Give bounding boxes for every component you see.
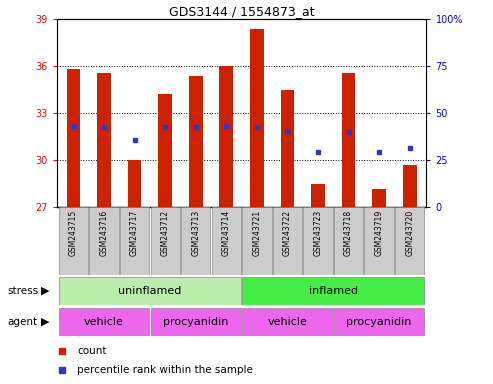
Bar xyxy=(334,207,363,275)
Bar xyxy=(97,73,111,207)
Bar xyxy=(89,207,119,275)
Bar xyxy=(250,29,264,207)
Bar xyxy=(242,308,333,336)
Text: ▶: ▶ xyxy=(41,286,50,296)
Bar xyxy=(59,207,88,275)
Bar xyxy=(189,76,203,207)
Bar xyxy=(67,70,80,207)
Text: inflamed: inflamed xyxy=(309,286,358,296)
Text: vehicle: vehicle xyxy=(84,316,124,327)
Bar xyxy=(158,94,172,207)
Bar xyxy=(150,308,241,336)
Text: GSM243715: GSM243715 xyxy=(69,209,78,256)
Text: GSM243723: GSM243723 xyxy=(314,209,322,256)
Bar xyxy=(219,66,233,207)
Text: GSM243721: GSM243721 xyxy=(252,209,261,255)
Text: GSM243722: GSM243722 xyxy=(283,209,292,255)
Text: uninflamed: uninflamed xyxy=(118,286,181,296)
Bar xyxy=(403,165,417,207)
Text: GSM243714: GSM243714 xyxy=(222,209,231,256)
Bar xyxy=(303,207,333,275)
Text: GSM243712: GSM243712 xyxy=(161,209,170,255)
Bar xyxy=(211,207,241,275)
Bar xyxy=(181,207,211,275)
Bar xyxy=(128,161,141,207)
Bar xyxy=(372,189,386,207)
Text: GSM243713: GSM243713 xyxy=(191,209,200,256)
Text: GSM243719: GSM243719 xyxy=(375,209,384,256)
Bar xyxy=(281,90,294,207)
Text: GSM243718: GSM243718 xyxy=(344,209,353,255)
Title: GDS3144 / 1554873_at: GDS3144 / 1554873_at xyxy=(169,5,315,18)
Text: procyanidin: procyanidin xyxy=(347,316,412,327)
Bar xyxy=(242,277,424,305)
Bar xyxy=(59,277,241,305)
Bar xyxy=(120,207,149,275)
Bar xyxy=(242,207,272,275)
Text: ▶: ▶ xyxy=(41,317,50,327)
Bar xyxy=(334,308,424,336)
Text: GSM243717: GSM243717 xyxy=(130,209,139,256)
Text: procyanidin: procyanidin xyxy=(163,316,228,327)
Text: GSM243716: GSM243716 xyxy=(100,209,108,256)
Text: GSM243720: GSM243720 xyxy=(405,209,414,256)
Text: stress: stress xyxy=(7,286,38,296)
Bar xyxy=(150,207,180,275)
Bar xyxy=(311,184,325,207)
Text: agent: agent xyxy=(7,317,37,327)
Bar xyxy=(342,73,355,207)
Text: vehicle: vehicle xyxy=(268,316,307,327)
Text: percentile rank within the sample: percentile rank within the sample xyxy=(77,365,253,375)
Text: count: count xyxy=(77,346,106,356)
Bar xyxy=(59,308,149,336)
Bar xyxy=(273,207,302,275)
Bar xyxy=(395,207,424,275)
Bar xyxy=(364,207,394,275)
